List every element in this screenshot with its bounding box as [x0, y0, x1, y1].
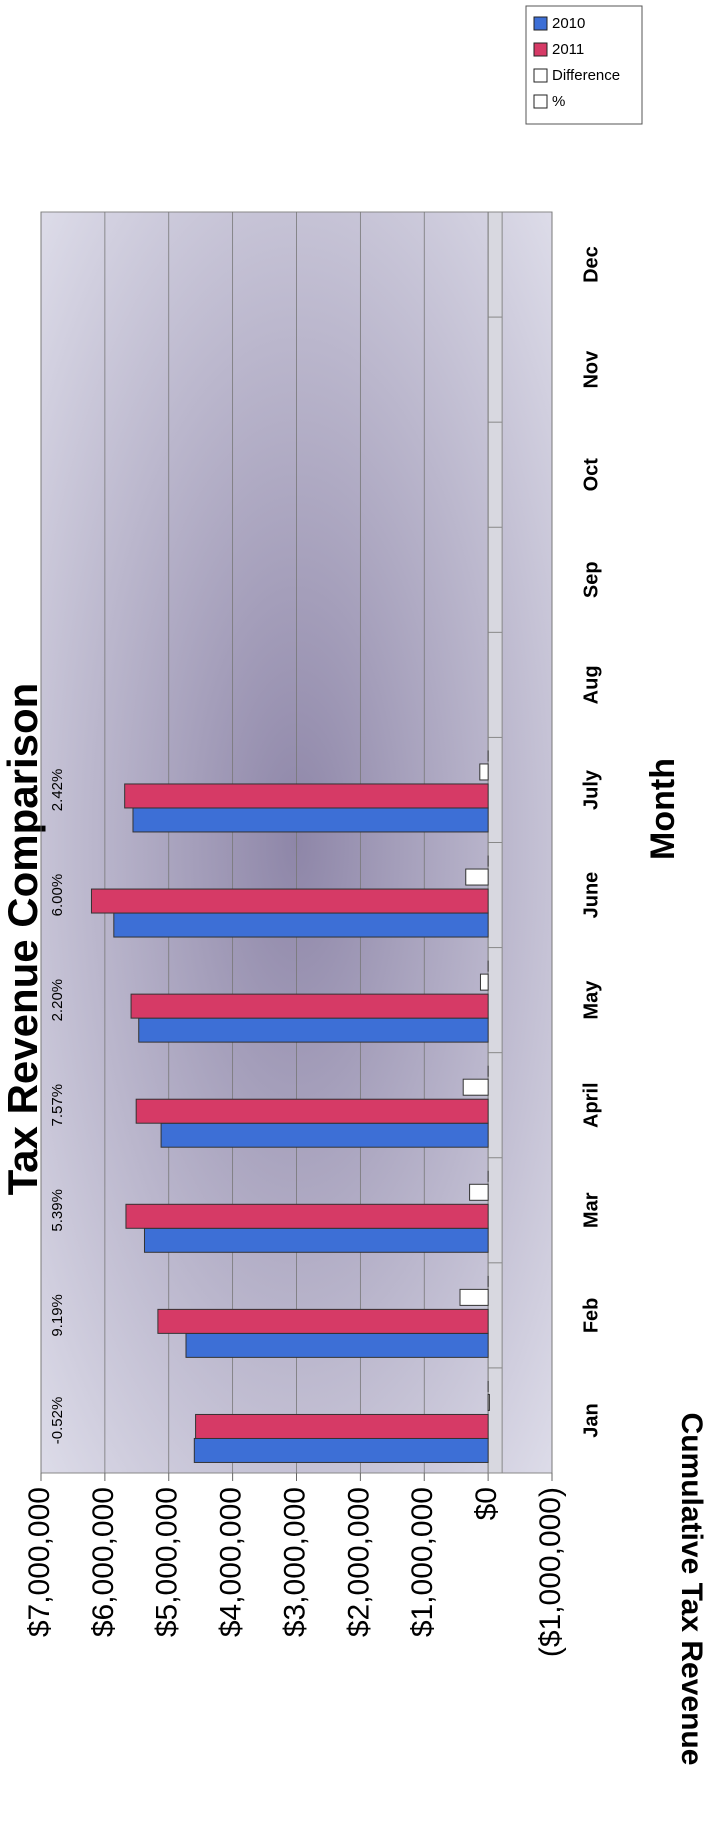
bar: [469, 1183, 489, 1201]
rotated-chart: Tax Revenue Comparison Month Cumulative …: [0, 211, 708, 1766]
bar: [160, 1122, 489, 1148]
bar: [113, 912, 489, 938]
x-tick-label: Mar: [580, 1192, 602, 1228]
legend: 2010 2011 Difference%: [525, 5, 643, 125]
data-label: 6.00%: [49, 874, 66, 917]
x-tick-label: Oct: [580, 458, 602, 492]
y-tick-label: $2,000,000: [342, 1487, 375, 1637]
y-tick-label: $5,000,000: [151, 1487, 184, 1637]
bar: [487, 1393, 490, 1411]
bar: [143, 1227, 489, 1253]
legend-label: 2010: [552, 15, 585, 32]
x-tick-label: Feb: [580, 1298, 602, 1334]
bar: [138, 1017, 489, 1043]
y-tick-label: $1,000,000: [406, 1487, 439, 1637]
bar: [479, 973, 489, 991]
bar: [185, 1332, 489, 1358]
bar: [132, 807, 489, 833]
data-label: 5.39%: [49, 1189, 66, 1232]
y-tick-label: $7,000,000: [23, 1487, 56, 1637]
data-label: 9.19%: [49, 1294, 66, 1337]
x-tick-label: Sep: [580, 561, 602, 598]
x-tick-label: Aug: [580, 665, 602, 704]
legend-label: 2011: [552, 41, 584, 58]
bar: [195, 1413, 489, 1439]
bar: [459, 1288, 489, 1306]
bar: [135, 1098, 489, 1124]
data-label: 7.57%: [49, 1084, 66, 1127]
x-tick-label: Dec: [580, 246, 602, 283]
legend-label: %: [552, 93, 565, 110]
bar: [193, 1437, 489, 1463]
bar: [157, 1308, 489, 1334]
y-tick-label: ($1,000,000): [534, 1487, 567, 1657]
x-axis-title: Month: [644, 758, 682, 860]
bar: [124, 783, 489, 809]
y-tick-label: $6,000,000: [87, 1487, 120, 1637]
legend-swatch: [533, 16, 548, 31]
y-axis-title: Cumulative Tax Revenue: [675, 1413, 708, 1766]
x-tick-label: July: [580, 769, 602, 810]
legend-label: Difference: [552, 67, 620, 84]
bar: [479, 763, 489, 781]
bar: [130, 993, 489, 1019]
x-tick-label: June: [580, 872, 602, 919]
bar: [465, 868, 489, 886]
data-label: 2.20%: [49, 979, 66, 1022]
y-tick-label: $4,000,000: [215, 1487, 248, 1637]
data-label: -0.52%: [49, 1397, 66, 1445]
legend-swatch: [533, 94, 548, 109]
x-tick-label: Nov: [580, 350, 602, 389]
y-tick-label: $0: [470, 1487, 503, 1520]
bar: [462, 1078, 489, 1096]
bar: [125, 1203, 489, 1229]
y-tick-label: $3,000,000: [278, 1487, 311, 1637]
legend-swatch: [533, 42, 548, 57]
bar: [90, 888, 489, 914]
legend-swatch: [533, 68, 548, 83]
x-tick-label: Jan: [580, 1403, 602, 1437]
data-label: 2.42%: [49, 769, 66, 812]
x-tick-label: April: [580, 1082, 602, 1128]
chart-title: Tax Revenue Comparison: [0, 683, 46, 1196]
x-tick-label: May: [580, 980, 602, 1020]
